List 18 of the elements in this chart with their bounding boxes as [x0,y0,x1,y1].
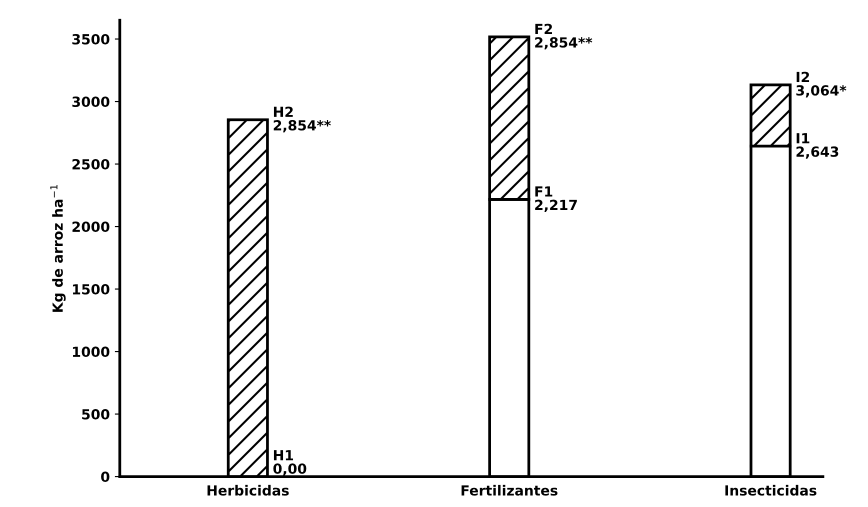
y-tick-label: 0 [101,472,110,482]
y-tick-label: 500 [82,409,110,420]
y-tick-label: 1500 [72,284,110,295]
y-tick-label: 2000 [72,222,110,232]
y-tick-label: 1000 [72,346,110,358]
annotation: I2 3,064* [796,72,846,98]
x-tick-label: Insecticidas [725,484,816,496]
x-tick-label: Fertilizantes [462,484,558,496]
annotation: I1 2,643 [796,133,838,159]
y-tick-label: 2500 [72,159,110,170]
y-tick-label: 3000 [72,96,110,108]
annotation: H1 0,00 [273,450,306,476]
y-axis-title: Kg de arroz ha$^{−1}$ [50,185,66,312]
annotation: H2 2,854** [274,106,331,132]
annotation: F2 2,854** [535,24,592,50]
y-tick-label: 3500 [72,34,110,45]
x-tick-label: Herbicidas [208,484,289,496]
annotation: F1 2,217 [535,186,577,212]
